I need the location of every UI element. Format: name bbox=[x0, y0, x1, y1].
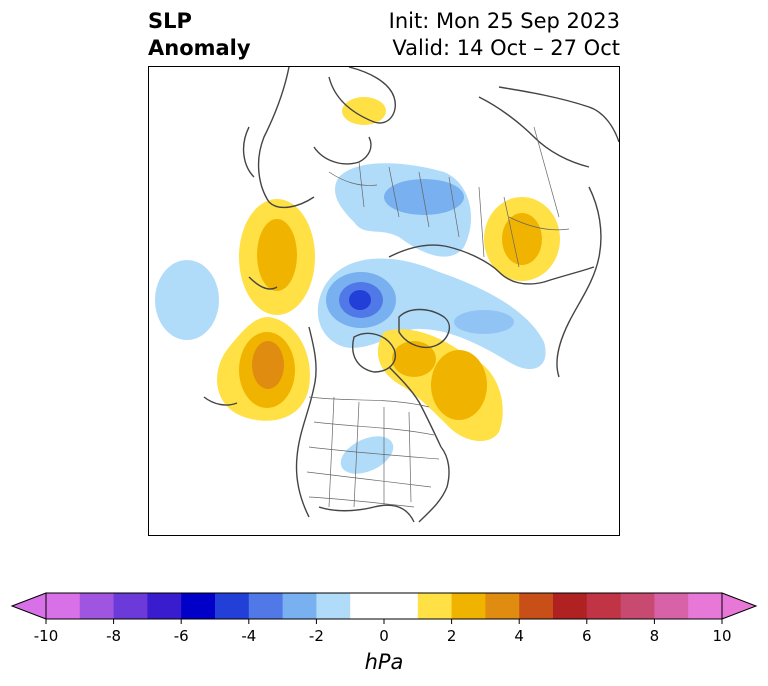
anomaly-bering-positive-core bbox=[257, 219, 297, 291]
colorbar-tick-label: -6 bbox=[173, 627, 189, 645]
anomaly-scandinavia-positive bbox=[342, 97, 386, 125]
colorbar-min-extension bbox=[10, 592, 47, 620]
map-panel bbox=[148, 66, 620, 536]
anomaly-hudson-positive-core bbox=[431, 350, 487, 420]
colorbar-tick-label: 10 bbox=[712, 627, 732, 645]
colorbar-tick-label: 8 bbox=[649, 627, 660, 645]
coastlines bbox=[203, 67, 619, 523]
anomaly-siberian-coast-negative bbox=[454, 310, 514, 334]
colorbar-segment bbox=[384, 593, 419, 619]
anomaly-atlantic-negative bbox=[155, 260, 219, 340]
colorbar-segment bbox=[417, 593, 453, 619]
colorbar-tick-label: 6 bbox=[582, 627, 592, 645]
anomaly-hudson-positive-core2 bbox=[392, 341, 436, 377]
colorbar-tick-label: -10 bbox=[33, 627, 59, 645]
colorbar-max-extension bbox=[721, 592, 758, 620]
anomaly-arctic-negative-core bbox=[349, 290, 371, 310]
colorbar-tick-label: -4 bbox=[241, 627, 257, 645]
chart-title: SLP Anomaly bbox=[148, 8, 251, 62]
colorbar-segment bbox=[553, 593, 588, 619]
colorbar-segment bbox=[451, 593, 486, 619]
init-date: Init: Mon 25 Sep 2023 bbox=[388, 9, 620, 33]
colorbar-segment bbox=[316, 593, 351, 619]
colorbar-segment bbox=[654, 593, 689, 619]
colorbar-tick-label: 2 bbox=[446, 627, 457, 645]
date-info: Init: Mon 25 Sep 2023 Valid: 14 Oct – 27… bbox=[389, 8, 620, 62]
colorbar-segment bbox=[215, 593, 250, 619]
title-line-1: SLP bbox=[148, 9, 192, 33]
valid-range: Valid: 14 Oct – 27 Oct bbox=[392, 36, 620, 60]
anomaly-us-negative bbox=[340, 436, 394, 474]
colorbar-segment bbox=[46, 593, 81, 619]
colorbar-segment bbox=[586, 593, 622, 619]
colorbar-segment bbox=[620, 593, 655, 619]
colorbar-segment bbox=[350, 593, 385, 619]
anomaly-shading bbox=[155, 97, 560, 474]
colorbar-unit-label: hPa bbox=[364, 650, 404, 674]
colorbar-segment bbox=[282, 593, 317, 619]
colorbar-segment bbox=[181, 593, 216, 619]
colorbar-segment bbox=[113, 593, 148, 619]
anomaly-europe-negative-core bbox=[384, 179, 464, 215]
colorbar-segment bbox=[485, 593, 520, 619]
colorbar-tick-label: -2 bbox=[308, 627, 324, 645]
colorbar-segment bbox=[519, 593, 554, 619]
colorbar bbox=[10, 592, 758, 624]
anomaly-siberia-positive-core bbox=[502, 213, 542, 265]
colorbar-segment bbox=[248, 593, 284, 619]
colorbar-tick-label: -8 bbox=[106, 627, 122, 645]
colorbar-tick-label: 0 bbox=[379, 627, 389, 645]
anomaly-map bbox=[155, 67, 619, 523]
colorbar-segment bbox=[688, 593, 723, 619]
colorbar-tick-label: 4 bbox=[514, 627, 524, 645]
colorbar-segment bbox=[147, 593, 182, 619]
anomaly-alaska-positive-core bbox=[252, 341, 284, 389]
title-line-2: Anomaly bbox=[148, 36, 251, 60]
borders bbox=[306, 126, 570, 508]
colorbar-segment bbox=[79, 593, 115, 619]
